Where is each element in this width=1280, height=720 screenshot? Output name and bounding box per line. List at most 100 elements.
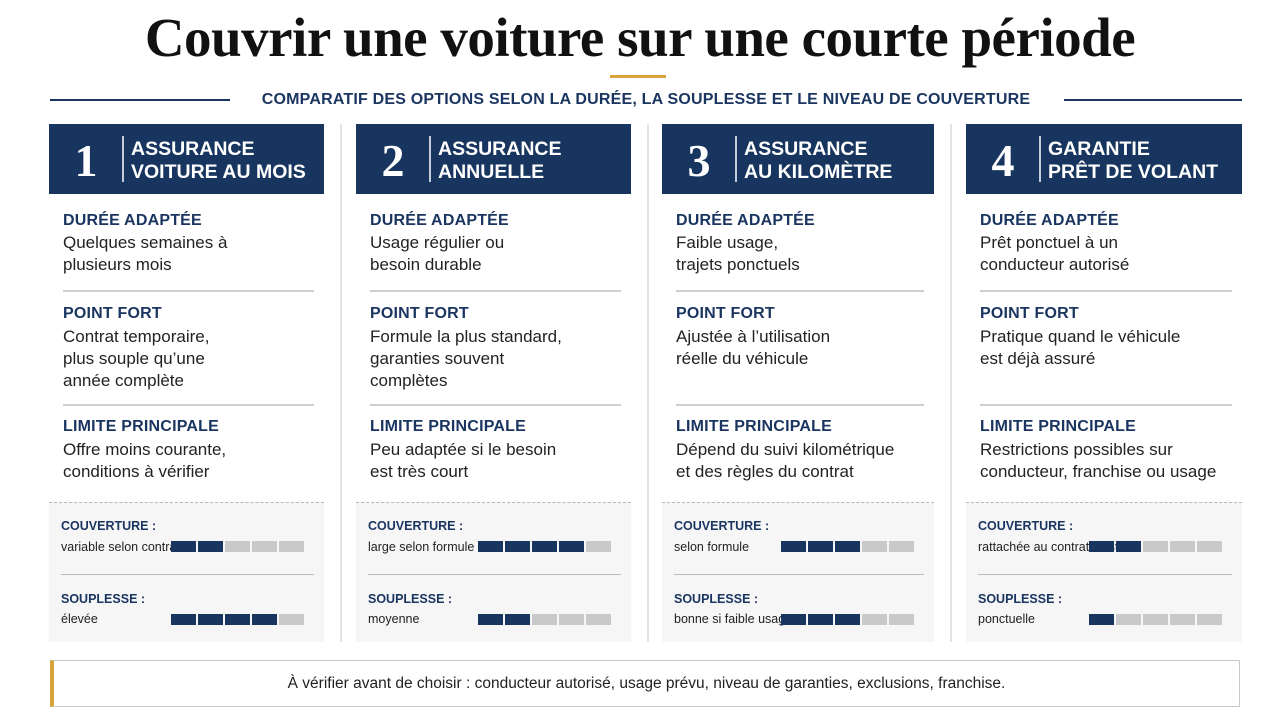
option-title: GARANTIE PRÊT DE VOLANT [1048, 138, 1219, 183]
rating-segment [835, 614, 860, 625]
rating-segment [279, 614, 304, 625]
rating-segment [889, 614, 914, 625]
rating-box: COUVERTURE : rattachée au contrat existan… [966, 502, 1242, 642]
point-fort-label: POINT FORT [63, 305, 162, 322]
section-divider [676, 290, 924, 292]
rating-segment [505, 541, 530, 552]
subtitle-rule-left [50, 99, 230, 101]
option-header: 2 ASSURANCE ANNUELLE [356, 124, 631, 194]
rating-box: COUVERTURE : large selon formule SOUPLESSE… [356, 502, 631, 642]
point-fort-label: POINT FORT [370, 305, 469, 322]
rating-segment [279, 541, 304, 552]
duree-label: DURÉE ADAPTÉE [63, 212, 202, 229]
rating-segment [808, 614, 833, 625]
section-divider [370, 290, 621, 292]
limite-text: Restrictions possibles sur conducteur, f… [980, 440, 1217, 481]
rating-segment [532, 614, 557, 625]
couverture-text: large selon formule [368, 540, 475, 554]
souplesse-text: moyenne [368, 612, 420, 626]
limite-text: Dépend du suivi kilométrique et des règl… [676, 440, 895, 481]
couverture-meter [1089, 541, 1222, 552]
rating-segment [889, 541, 914, 552]
section-divider [370, 404, 621, 406]
section-divider [980, 290, 1232, 292]
rating-segment [198, 614, 223, 625]
souplesse-meter [781, 614, 914, 625]
couverture-label: COUVERTURE : [61, 519, 157, 533]
option-number: 3 [687, 135, 711, 186]
rating-segment [1089, 541, 1114, 552]
souplesse-text: élevée [61, 612, 98, 626]
option-title: ASSURANCE ANNUELLE [438, 138, 562, 183]
rating-segment [1116, 614, 1141, 625]
duree-label: DURÉE ADAPTÉE [370, 212, 509, 229]
rating-segment [252, 541, 277, 552]
rating-segment [1143, 541, 1168, 552]
souplesse-label: SOUPLESSE : [674, 592, 759, 606]
limite-label: LIMITE PRINCIPALE [63, 418, 219, 435]
rating-segment [505, 614, 530, 625]
couverture-text: variable selon contrat [61, 540, 180, 554]
souplesse-text: bonne si faible usage [674, 612, 793, 626]
option-header: 4 GARANTIE PRÊT DE VOLANT [966, 124, 1242, 194]
footer-text: À vérifier avant de choisir : conducteur… [287, 675, 1006, 692]
couverture-text: selon formule [674, 540, 750, 554]
souplesse-label: SOUPLESSE : [61, 592, 146, 606]
option-column: 1 ASSURANCE VOITURE AU MOIS DURÉE ADAPTÉE Q… [49, 124, 324, 642]
duree-text: Prêt ponctuel à un conducteur autorisé [980, 233, 1130, 274]
option-number: 2 [381, 135, 405, 186]
section-divider [980, 404, 1232, 406]
rating-segment [225, 541, 250, 552]
point-fort-label: POINT FORT [676, 305, 775, 322]
duree-text: Usage régulier ou besoin durable [370, 233, 505, 274]
point-fort-text: Contrat temporaire, plus souple qu’une a… [63, 327, 210, 390]
option-title: ASSURANCE AU KILOMÈTRE [744, 138, 893, 183]
column-separator [647, 124, 649, 642]
rating-divider [61, 574, 314, 575]
limite-label: LIMITE PRINCIPALE [370, 418, 526, 435]
couverture-meter [478, 541, 611, 552]
rating-segment [1143, 614, 1168, 625]
couverture-label: COUVERTURE : [674, 519, 770, 533]
duree-text: Faible usage, trajets ponctuels [676, 233, 800, 274]
column-separator [950, 124, 952, 642]
subtitle: COMPARATIF DES OPTIONS SELON LA DURÉE, L… [261, 91, 1031, 108]
rating-box: COUVERTURE : selon formule SOUPLESSE : bonn… [662, 502, 934, 642]
duree-label: DURÉE ADAPTÉE [980, 212, 1119, 229]
option-title: ASSURANCE VOITURE AU MOIS [131, 138, 306, 183]
column-separator [340, 124, 342, 642]
rating-segment [559, 614, 584, 625]
option-header: 3 ASSURANCE AU KILOMÈTRE [662, 124, 934, 194]
rating-segment [586, 541, 611, 552]
duree-label: DURÉE ADAPTÉE [676, 212, 815, 229]
header-divider [1039, 136, 1041, 182]
header-divider [735, 136, 737, 182]
limite-label: LIMITE PRINCIPALE [980, 418, 1136, 435]
rating-segment [586, 614, 611, 625]
rating-segment [1170, 614, 1195, 625]
limite-text: Peu adaptée si le besoin est très court [370, 440, 557, 481]
couverture-label: COUVERTURE : [368, 519, 464, 533]
rating-segment [862, 614, 887, 625]
point-fort-text: Pratique quand le véhicule est déjà assu… [980, 327, 1181, 368]
rating-divider [978, 574, 1232, 575]
rating-segment [198, 541, 223, 552]
option-column: 3 ASSURANCE AU KILOMÈTRE DURÉE ADAPTÉE Faib… [662, 124, 934, 642]
subtitle-rule-right [1064, 99, 1242, 101]
option-number: 1 [74, 135, 98, 186]
rating-segment [478, 541, 503, 552]
footer-note: À vérifier avant de choisir : conducteur… [50, 660, 1240, 707]
rating-segment [862, 541, 887, 552]
option-header: 1 ASSURANCE VOITURE AU MOIS [49, 124, 324, 194]
rating-segment [225, 614, 250, 625]
souplesse-meter [171, 614, 304, 625]
option-column: 2 ASSURANCE ANNUELLE DURÉE ADAPTÉE Usage ré… [356, 124, 631, 642]
rating-box: COUVERTURE : variable selon contrat SOUPLE… [49, 502, 324, 642]
rating-divider [368, 574, 621, 575]
rating-segment [559, 541, 584, 552]
header-divider [429, 136, 431, 182]
option-column: 4 GARANTIE PRÊT DE VOLANT DURÉE ADAPTÉE Prê… [966, 124, 1242, 642]
rating-segment [171, 614, 196, 625]
rating-segment [478, 614, 503, 625]
point-fort-label: POINT FORT [980, 305, 1079, 322]
